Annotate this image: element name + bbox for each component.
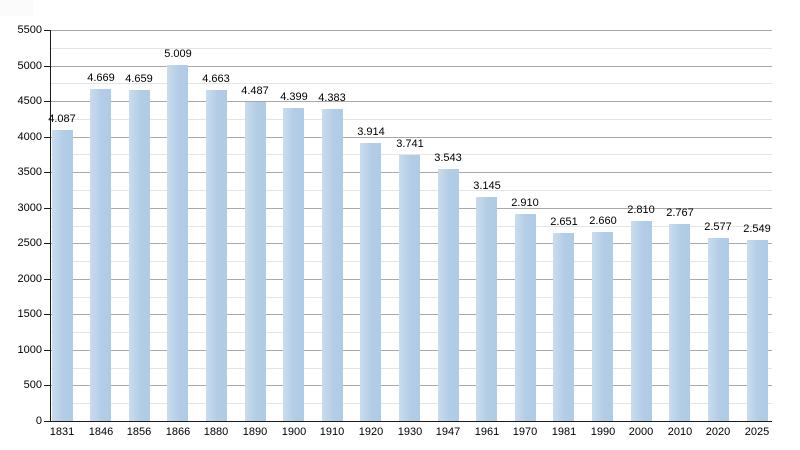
bar-value-label: 4.399 — [280, 91, 308, 103]
bar-value-label: 3.914 — [357, 126, 385, 138]
y-axis-tick — [44, 172, 50, 173]
y-axis-label: 5000 — [17, 60, 42, 72]
y-axis-label: 4500 — [17, 95, 42, 107]
bar-value-label: 5.009 — [164, 48, 192, 60]
y-axis-label: 1500 — [17, 308, 42, 320]
y-axis-tick — [44, 30, 50, 31]
bar-1846 — [90, 89, 111, 421]
minor-gridline — [50, 154, 772, 155]
y-axis-label: 2000 — [17, 273, 42, 285]
bar-2025 — [747, 240, 768, 421]
y-axis-tick — [44, 279, 50, 280]
bar-value-label: 2.651 — [550, 216, 578, 228]
bar-2010 — [669, 224, 690, 421]
y-axis-tick — [44, 314, 50, 315]
bar-1890 — [245, 102, 266, 421]
x-axis-label: 2000 — [628, 426, 654, 438]
y-axis-tick — [44, 243, 50, 244]
bar-1961 — [476, 197, 497, 421]
y-axis-label: 4000 — [17, 131, 42, 143]
bar-value-label: 2.660 — [589, 215, 617, 227]
y-axis-label: 2500 — [17, 237, 42, 249]
bar-1970 — [515, 214, 536, 421]
x-axis-label: 1990 — [590, 426, 616, 438]
minor-gridline — [50, 83, 772, 84]
bar-value-label: 2.910 — [511, 197, 539, 209]
x-axis-label: 1910 — [319, 426, 345, 438]
y-axis-line — [50, 30, 51, 422]
bar-value-label: 3.741 — [396, 138, 424, 150]
major-gridline — [50, 101, 772, 102]
bar-value-label: 4.087 — [48, 113, 76, 125]
bar-value-label: 4.487 — [241, 85, 269, 97]
x-axis-label: 1961 — [474, 426, 500, 438]
x-axis-label: 1866 — [165, 426, 191, 438]
bar-1930 — [399, 155, 420, 421]
x-axis-label: 1856 — [126, 426, 152, 438]
bar-value-label: 4.383 — [318, 92, 346, 104]
y-axis-label: 3500 — [17, 166, 42, 178]
bar-1866 — [167, 65, 188, 421]
y-axis-label: 3000 — [17, 202, 42, 214]
y-axis-label: 0 — [35, 415, 42, 427]
y-axis-tick — [44, 421, 50, 422]
y-axis-label: 5500 — [17, 24, 42, 36]
y-axis-label: 1000 — [17, 344, 42, 356]
x-axis-label: 1930 — [397, 426, 423, 438]
major-gridline — [50, 66, 772, 67]
x-axis-label: 2010 — [667, 426, 693, 438]
x-axis-label: 1900 — [281, 426, 307, 438]
x-axis-label: 1981 — [551, 426, 577, 438]
x-axis-label: 1880 — [203, 426, 229, 438]
bar-1831 — [52, 130, 73, 421]
bar-value-label: 3.543 — [434, 152, 462, 164]
x-axis-label: 1846 — [88, 426, 114, 438]
y-axis-tick — [44, 137, 50, 138]
x-axis-label: 2025 — [744, 426, 770, 438]
bar-value-label: 2.767 — [666, 207, 694, 219]
bar-1920 — [360, 143, 381, 421]
bar-value-label: 2.549 — [743, 223, 771, 235]
minor-gridline — [50, 48, 772, 49]
y-axis-tick — [44, 101, 50, 102]
y-axis-tick — [44, 385, 50, 386]
bar-1900 — [283, 108, 304, 421]
x-axis-line — [50, 421, 772, 422]
x-axis-label: 1947 — [435, 426, 461, 438]
bar-1880 — [206, 90, 227, 421]
x-axis-label: 1920 — [358, 426, 384, 438]
x-axis-label: 1970 — [512, 426, 538, 438]
y-axis-tick — [44, 208, 50, 209]
bar-value-label: 4.663 — [202, 73, 230, 85]
y-axis-label: 500 — [23, 379, 42, 391]
major-gridline — [50, 137, 772, 138]
bar-1981 — [553, 233, 574, 421]
x-axis-label: 2020 — [705, 426, 731, 438]
bar-value-label: 2.810 — [627, 204, 655, 216]
bar-2000 — [631, 221, 652, 421]
bar-2020 — [708, 238, 729, 421]
bar-1990 — [592, 232, 613, 421]
x-axis-label: 1890 — [242, 426, 268, 438]
bar-1856 — [129, 90, 150, 421]
y-axis-tick — [44, 66, 50, 67]
x-axis-label: 1831 — [49, 426, 75, 438]
bar-value-label: 4.669 — [87, 72, 115, 84]
bar-value-label: 3.145 — [473, 180, 501, 192]
bar-value-label: 2.577 — [704, 221, 732, 233]
corner-artifact — [0, 0, 33, 16]
y-axis-tick — [44, 350, 50, 351]
bar-1947 — [438, 169, 459, 421]
bar-value-label: 4.659 — [125, 73, 153, 85]
major-gridline — [50, 30, 772, 31]
bar-1910 — [322, 109, 343, 421]
minor-gridline — [50, 119, 772, 120]
